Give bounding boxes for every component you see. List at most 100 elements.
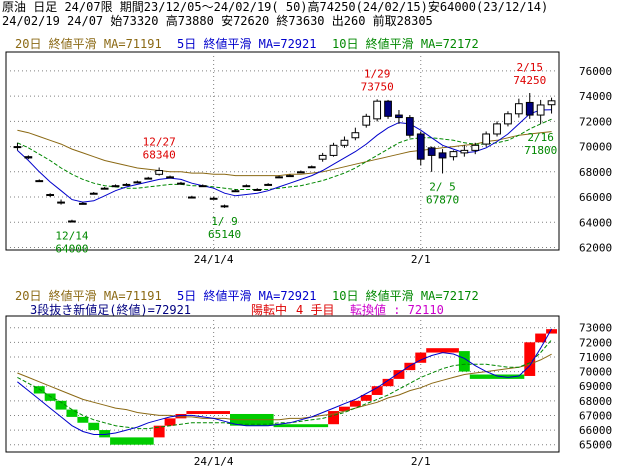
brick xyxy=(186,411,230,414)
brick xyxy=(415,352,427,363)
candle-body xyxy=(449,151,458,158)
brick xyxy=(404,362,416,371)
sub-ma20-line xyxy=(17,353,552,421)
annotation-low-value: 65140 xyxy=(208,228,241,241)
sub-y-tick-label: 69000 xyxy=(579,380,612,393)
ma10-line xyxy=(17,118,552,190)
main-y-tick-label: 66000 xyxy=(579,191,612,204)
main-plot-frame xyxy=(5,51,560,251)
candle-body xyxy=(177,182,185,185)
brick xyxy=(360,394,372,401)
candle-body xyxy=(198,185,207,188)
brick xyxy=(393,370,405,379)
annotation-high-value: 73750 xyxy=(361,80,394,93)
annotation-high-date: 1/29 xyxy=(364,67,391,80)
main-y-tick-label: 70000 xyxy=(579,141,612,154)
annotation-low-date: 2/16 xyxy=(527,131,554,144)
sub-x-tick-label: 2/1 xyxy=(411,455,431,468)
candle-body xyxy=(493,123,501,135)
brick xyxy=(99,430,111,438)
sub-y-tick-label: 72000 xyxy=(579,336,612,349)
sub-y-tick-label: 73000 xyxy=(579,322,612,335)
annotation-high-value: 74250 xyxy=(513,74,546,87)
candle-body xyxy=(133,181,142,184)
annotation-low-value: 67870 xyxy=(426,193,459,206)
brick xyxy=(88,422,100,431)
sub-info-desc: 3段抜き新値足(終値)=72921 xyxy=(30,303,192,317)
candle-body xyxy=(504,113,512,125)
legend-ma20: 20日 終値平滑 MA=71191 xyxy=(15,37,162,51)
brick xyxy=(153,425,165,438)
sub-y-tick-label: 65000 xyxy=(579,439,612,452)
sub-plot-frame xyxy=(5,315,560,453)
brick xyxy=(382,378,394,387)
candle-body xyxy=(395,114,403,119)
candle-body xyxy=(144,177,153,180)
sub-y-tick-label: 70000 xyxy=(579,366,612,379)
brick xyxy=(77,416,89,423)
candle-body xyxy=(384,100,392,117)
annotation-high-value: 68340 xyxy=(143,149,176,162)
brick xyxy=(175,413,187,419)
chart-header-line2: 24/02/19 24/07 始73320 高73880 安72620 終736… xyxy=(2,14,433,28)
brick xyxy=(349,400,361,407)
candle-body xyxy=(253,188,262,191)
candle-body xyxy=(329,144,338,156)
candle-body xyxy=(166,176,174,179)
annotation-low-value: 71800 xyxy=(524,144,557,157)
candle-body xyxy=(68,220,76,223)
main-y-tick-label: 64000 xyxy=(579,216,612,229)
brick xyxy=(426,348,459,353)
candle-body xyxy=(220,205,229,208)
candle-body xyxy=(416,133,425,160)
annotation-low-date: 12/14 xyxy=(55,229,88,242)
chart-header-line1: 原油 日足 24/07限 期間23/12/05～24/02/19( 50)高74… xyxy=(2,0,549,14)
candle-body xyxy=(296,171,305,174)
candle-body xyxy=(318,154,327,160)
candle-body xyxy=(373,100,382,120)
candle-body xyxy=(155,170,164,175)
candle-body xyxy=(111,185,120,188)
main-y-tick-label: 74000 xyxy=(579,90,612,103)
main-y-tick-label: 62000 xyxy=(579,241,612,254)
brick xyxy=(458,351,470,372)
candle-body xyxy=(35,180,44,183)
main-x-tick-label: 2/1 xyxy=(411,253,431,266)
candle-body xyxy=(307,166,316,169)
sub-ma10-line xyxy=(17,339,552,430)
candle-body xyxy=(264,183,273,186)
candle-body xyxy=(13,146,22,149)
candle-body xyxy=(427,147,436,156)
main-x-tick-label: 24/1/4 xyxy=(194,253,234,266)
brick xyxy=(546,329,557,334)
brick xyxy=(469,374,525,379)
candle-body xyxy=(351,132,360,139)
candle-body xyxy=(514,103,523,115)
main-y-tick-label: 68000 xyxy=(579,166,612,179)
candle-body xyxy=(286,175,294,178)
ma5-line xyxy=(17,109,552,203)
sub-y-tick-label: 67000 xyxy=(579,409,612,422)
brick xyxy=(535,333,547,343)
sub-info-status: 陽転中 xyxy=(251,303,288,317)
brick xyxy=(44,393,56,401)
candle-body xyxy=(362,115,371,126)
candle-body xyxy=(122,183,131,186)
sub-x-tick-label: 24/1/4 xyxy=(194,455,234,468)
sub-legend-ma5: 5日 終値平滑 MA=72921 xyxy=(177,289,317,303)
brick xyxy=(55,400,67,410)
sub-y-tick-label: 71000 xyxy=(579,351,612,364)
candle-body xyxy=(536,104,545,116)
candle-body xyxy=(405,117,414,136)
candle-body xyxy=(46,194,55,197)
sub-info-count: 4 手目 xyxy=(296,303,335,317)
candle-body xyxy=(438,152,447,159)
brick xyxy=(371,386,383,395)
sub-legend-ma10: 10日 終値平滑 MA=72172 xyxy=(332,289,479,303)
candle-body xyxy=(89,192,98,195)
legend-ma5: 5日 終値平滑 MA=72921 xyxy=(177,37,317,51)
brick xyxy=(524,342,536,376)
candle-body xyxy=(100,187,109,190)
main-y-tick-label: 72000 xyxy=(579,115,612,128)
